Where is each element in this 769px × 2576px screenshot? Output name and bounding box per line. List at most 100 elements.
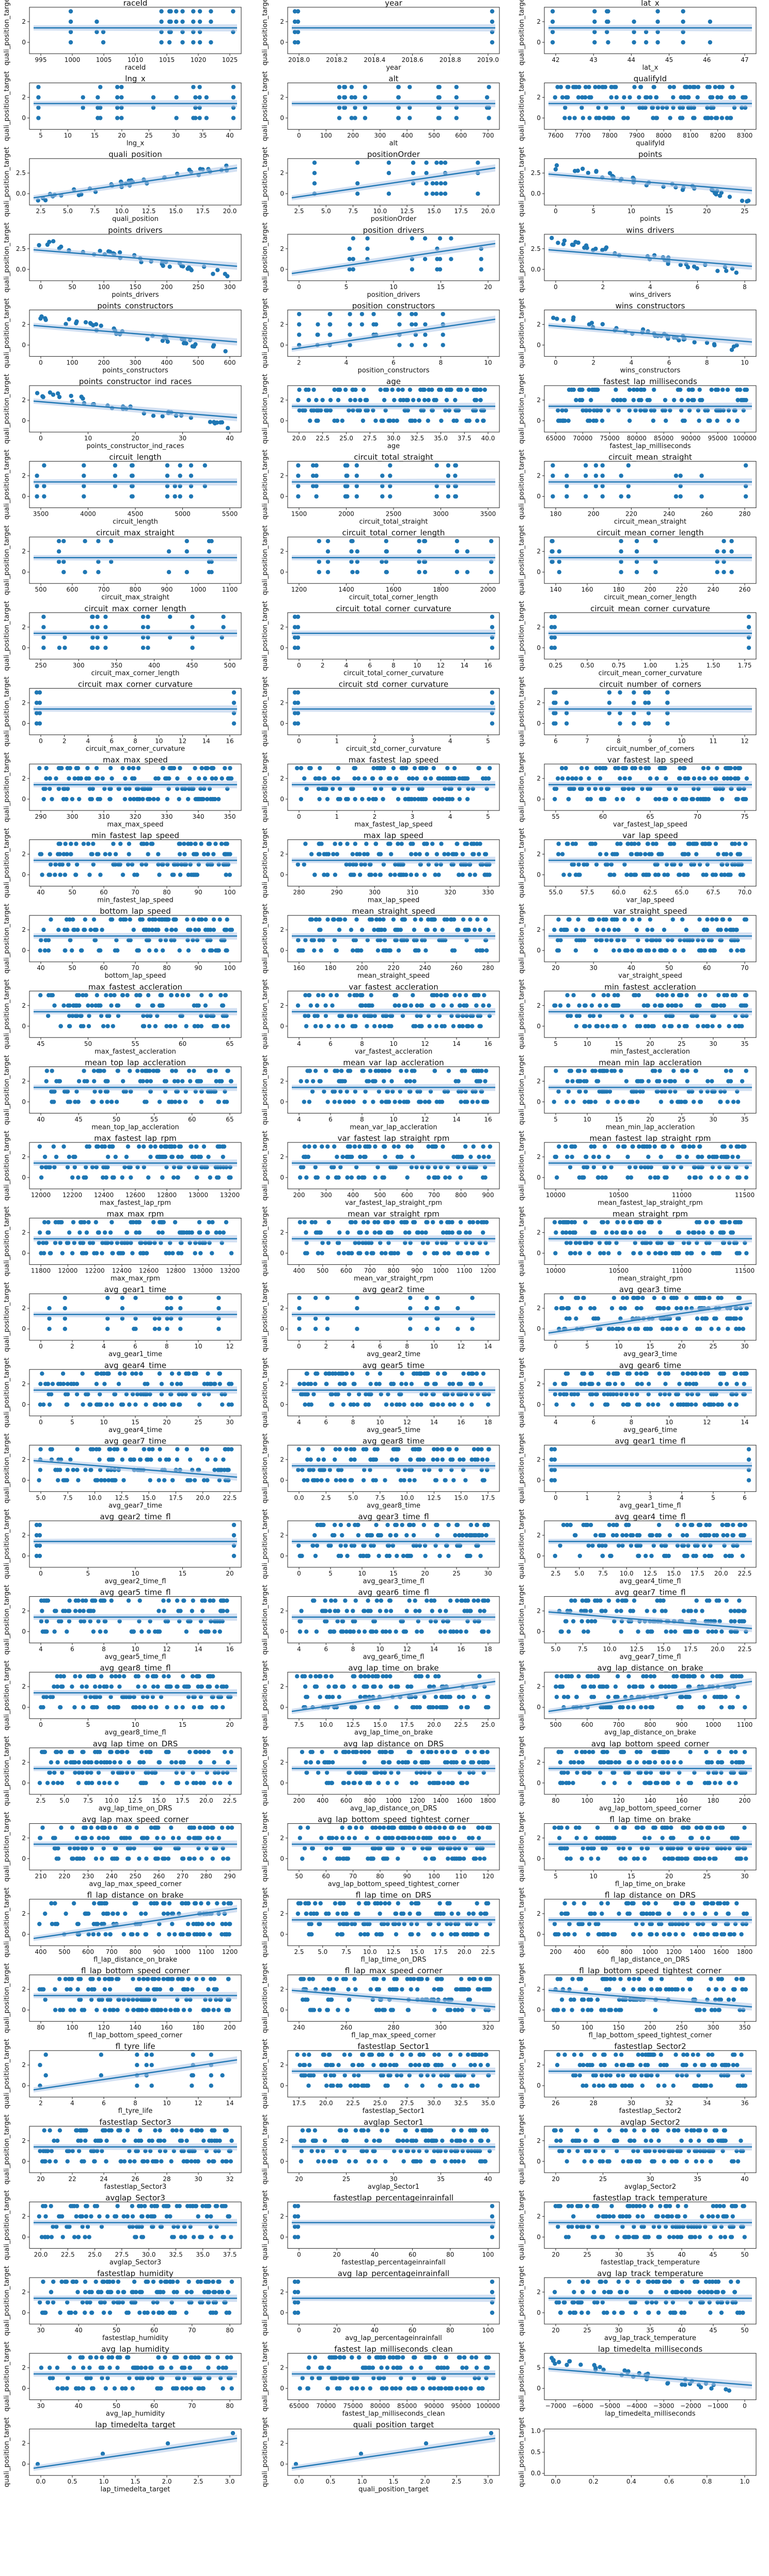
data-point xyxy=(717,85,722,89)
data-point xyxy=(68,766,72,771)
x-tick-label: 200 xyxy=(293,1191,305,1199)
data-point xyxy=(716,993,721,998)
x-tick-label: 700 xyxy=(364,1267,376,1275)
data-point xyxy=(343,484,348,488)
data-point xyxy=(404,766,409,771)
data-point xyxy=(138,917,143,922)
data-point xyxy=(74,862,80,867)
data-point xyxy=(556,917,561,922)
x-tick-label: 8000 xyxy=(656,132,672,139)
data-point xyxy=(686,841,691,846)
x-tick-label: 4 xyxy=(297,1040,301,1047)
data-point xyxy=(606,1100,610,1104)
data-point xyxy=(210,1251,214,1255)
data-point xyxy=(481,418,485,423)
data-point xyxy=(186,948,191,953)
subplot-title: position_drivers xyxy=(363,226,425,235)
y-axis-label: quali_position_target xyxy=(261,1131,269,1201)
y-tick-label: 2 xyxy=(280,1153,284,1160)
x-tick-label: 10 xyxy=(484,359,492,366)
data-point xyxy=(645,928,650,932)
y-tick-label: 0 xyxy=(280,341,284,348)
data-point xyxy=(681,797,686,802)
x-tick-label: 80000 xyxy=(627,435,647,442)
data-point xyxy=(451,1154,456,1159)
data-point xyxy=(108,766,113,771)
data-point xyxy=(185,917,190,922)
data-point xyxy=(314,484,319,488)
data-point xyxy=(550,539,555,544)
data-point xyxy=(357,852,362,856)
x-tick-label: 350 xyxy=(224,813,236,820)
data-point xyxy=(165,473,170,478)
data-point xyxy=(685,1079,690,1084)
data-point xyxy=(472,928,477,932)
data-point xyxy=(43,316,48,321)
data-point xyxy=(132,776,137,781)
x-axis-label: position_drivers xyxy=(367,291,420,299)
data-point xyxy=(411,993,415,998)
data-point xyxy=(490,40,495,45)
x-tick-label: 60 xyxy=(188,1116,196,1123)
subplot-title: points xyxy=(638,150,662,159)
x-tick-label: 1400 xyxy=(338,586,354,593)
data-point xyxy=(380,560,384,564)
data-point xyxy=(304,1175,309,1180)
data-point xyxy=(323,1003,328,1008)
data-point xyxy=(174,116,179,120)
data-point xyxy=(729,539,734,544)
data-point xyxy=(475,948,479,953)
x-tick-label: 12 xyxy=(437,662,445,669)
regression-line xyxy=(291,243,496,274)
data-point xyxy=(325,549,331,554)
data-point xyxy=(371,408,375,413)
x-tick-label: 16 xyxy=(484,1040,492,1047)
x-tick-label: 2000 xyxy=(480,586,496,593)
y-axis-label: quali_position_target xyxy=(518,374,526,444)
data-point xyxy=(372,786,378,791)
data-point xyxy=(417,852,422,856)
data-point xyxy=(351,1024,356,1029)
data-point xyxy=(378,852,383,856)
data-point xyxy=(467,872,473,877)
data-point xyxy=(451,1024,456,1029)
data-point xyxy=(728,776,733,781)
data-point xyxy=(337,1079,341,1084)
subplot-title: mean_fastest_lap_straight_rpm xyxy=(590,1134,711,1143)
data-point xyxy=(41,614,46,619)
data-point xyxy=(573,1144,577,1149)
x-tick-label: 35 xyxy=(741,1040,748,1047)
data-point xyxy=(177,1100,182,1104)
data-point xyxy=(706,116,711,120)
data-point xyxy=(371,312,376,316)
data-point xyxy=(571,1100,576,1104)
data-point xyxy=(219,841,224,846)
data-point xyxy=(406,797,411,802)
data-point xyxy=(714,1154,719,1159)
data-point xyxy=(322,872,326,877)
data-point xyxy=(731,1100,736,1104)
subplot-title: lat_x xyxy=(641,0,660,8)
x-tick-label: 220 xyxy=(676,586,688,593)
data-point xyxy=(361,387,366,392)
data-point xyxy=(606,928,611,932)
data-point xyxy=(582,1079,587,1084)
y-axis-label: quali_position_target xyxy=(261,525,269,595)
data-point xyxy=(611,1024,616,1029)
data-point xyxy=(371,1251,375,1255)
data-point xyxy=(622,116,626,120)
data-point xyxy=(553,797,557,802)
data-point xyxy=(398,928,403,932)
x-tick-label: 65.0 xyxy=(675,889,689,896)
data-point xyxy=(404,1069,409,1073)
x-axis-label: mean_top_lap_accleration xyxy=(91,1123,179,1131)
data-point xyxy=(561,872,566,877)
x-tick-label: 500 xyxy=(193,359,205,366)
data-point xyxy=(153,776,158,781)
data-point xyxy=(727,1024,731,1029)
data-point xyxy=(316,332,320,337)
data-point xyxy=(134,993,139,998)
data-point xyxy=(619,570,623,575)
x-tick-label: 85000 xyxy=(654,435,673,442)
data-point xyxy=(174,95,179,100)
